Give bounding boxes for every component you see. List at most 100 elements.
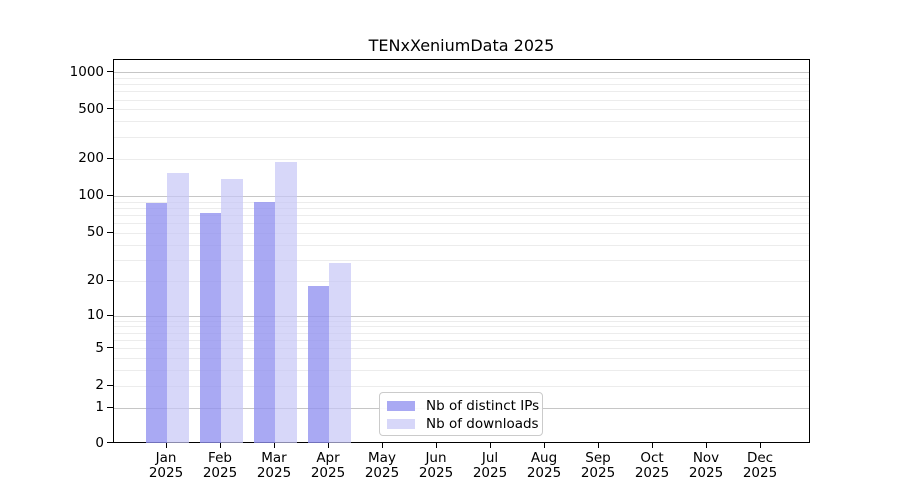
y-tick-label: 5 bbox=[95, 339, 104, 356]
x-tick-mark-icon bbox=[274, 443, 275, 448]
y-tick-label: 100 bbox=[78, 187, 104, 204]
gridline-minor bbox=[114, 340, 809, 341]
x-tick-label: Oct 2025 bbox=[622, 451, 682, 481]
x-tick-year: 2025 bbox=[688, 465, 724, 481]
bar-nb-of-downloads-mar bbox=[275, 161, 297, 443]
gridline-minor bbox=[114, 207, 809, 209]
x-tick-mark-icon bbox=[382, 443, 383, 448]
x-tick-year: 2025 bbox=[418, 465, 454, 481]
x-tick-label: Mar 2025 bbox=[244, 451, 304, 481]
x-tick-year: 2025 bbox=[148, 465, 184, 481]
gridline-minor bbox=[114, 259, 809, 261]
y-tick-mark-icon bbox=[107, 279, 113, 281]
x-tick-month: Feb bbox=[208, 450, 232, 466]
y-tick-label: 1 bbox=[95, 399, 104, 416]
x-tick-mark-icon bbox=[598, 443, 599, 448]
gridline-minor bbox=[114, 370, 809, 372]
x-tick-label: Apr 2025 bbox=[298, 451, 358, 481]
gridline-minor bbox=[114, 348, 809, 350]
gridline-minor bbox=[114, 77, 809, 79]
x-tick-label: Sep 2025 bbox=[568, 451, 628, 481]
x-tick-mark-icon bbox=[436, 443, 437, 448]
x-tick-month: Jul bbox=[481, 450, 499, 466]
x-tick-label: Jul 2025 bbox=[460, 451, 520, 481]
gridline-minor bbox=[114, 232, 809, 234]
y-tick-mark-icon bbox=[107, 406, 113, 408]
gridline-minor bbox=[114, 320, 809, 322]
x-tick-mark-icon bbox=[490, 443, 491, 448]
y-tick-label: 500 bbox=[78, 100, 104, 117]
y-tick-mark-icon bbox=[107, 231, 113, 233]
x-tick-label: May 2025 bbox=[352, 451, 412, 481]
x-tick-month: Apr bbox=[316, 450, 340, 466]
x-tick-month: Mar bbox=[261, 450, 287, 466]
bar-nb-of-distinct-ips-mar bbox=[253, 201, 275, 443]
x-tick-label: Aug 2025 bbox=[514, 451, 574, 481]
y-tick-label: 2 bbox=[95, 377, 104, 394]
x-tick-label: Nov 2025 bbox=[676, 451, 736, 481]
y-tick-mark-icon bbox=[107, 314, 113, 316]
y-tick-label: 50 bbox=[86, 224, 104, 241]
plot-area bbox=[113, 59, 810, 443]
gridline-minor bbox=[114, 244, 809, 246]
x-tick-year: 2025 bbox=[742, 465, 778, 481]
gridline-major bbox=[114, 72, 809, 73]
y-tick-mark-icon bbox=[107, 442, 113, 443]
x-tick-label: Dec 2025 bbox=[730, 451, 790, 481]
y-tick-label: 0 bbox=[95, 434, 104, 451]
y-tick-label: 20 bbox=[86, 272, 104, 289]
y-tick-mark-icon bbox=[107, 71, 113, 72]
gridline-minor bbox=[114, 358, 809, 360]
legend-item: Nb of distinct IPs bbox=[387, 397, 539, 415]
x-tick-mark-icon bbox=[652, 443, 653, 448]
gridline-major bbox=[114, 195, 809, 197]
x-tick-mark-icon bbox=[328, 443, 329, 448]
x-tick-month: Nov bbox=[692, 450, 720, 466]
y-tick-label: 10 bbox=[86, 307, 104, 324]
legend-label: Nb of distinct IPs bbox=[426, 398, 540, 414]
x-tick-month: Sep bbox=[585, 450, 611, 466]
x-tick-label: Feb 2025 bbox=[190, 451, 250, 481]
y-tick-mark-icon bbox=[107, 347, 113, 349]
legend-label: Nb of downloads bbox=[426, 416, 539, 432]
x-tick-mark-icon bbox=[760, 443, 761, 448]
y-tick-mark-icon bbox=[107, 157, 113, 159]
x-tick-year: 2025 bbox=[472, 465, 508, 481]
x-tick-month: May bbox=[368, 450, 396, 466]
x-tick-year: 2025 bbox=[634, 465, 670, 481]
gridline-minor bbox=[114, 158, 809, 160]
x-tick-month: Oct bbox=[640, 450, 664, 466]
legend: Nb of distinct IPs Nb of downloads bbox=[379, 392, 543, 436]
x-tick-year: 2025 bbox=[526, 465, 562, 481]
bar-nb-of-distinct-ips-feb bbox=[199, 212, 221, 443]
bar-nb-of-downloads-feb bbox=[221, 179, 243, 443]
x-tick-label: Jan 2025 bbox=[136, 451, 196, 481]
bar-nb-of-distinct-ips-jan bbox=[145, 202, 167, 443]
gridline-major bbox=[114, 315, 809, 317]
y-tick-mark-icon bbox=[107, 194, 113, 196]
x-tick-year: 2025 bbox=[364, 465, 400, 481]
gridline-minor bbox=[114, 214, 809, 216]
x-tick-month: Jan bbox=[155, 450, 177, 466]
y-tick-mark-icon bbox=[107, 384, 113, 386]
gridline-minor bbox=[114, 326, 809, 328]
gridline-minor bbox=[114, 223, 809, 225]
y-tick-label: 1000 bbox=[69, 63, 104, 80]
x-tick-year: 2025 bbox=[202, 465, 238, 481]
gridline-minor bbox=[114, 121, 809, 123]
bar-nb-of-downloads-jan bbox=[167, 172, 189, 443]
legend-swatch-downloads-icon bbox=[387, 419, 415, 429]
x-tick-label: Jun 2025 bbox=[406, 451, 466, 481]
gridline-minor bbox=[114, 136, 809, 138]
legend-swatch-distinct-ips-icon bbox=[387, 401, 415, 411]
x-tick-mark-icon bbox=[544, 443, 545, 448]
legend-item: Nb of downloads bbox=[387, 415, 539, 433]
gridline-minor bbox=[114, 332, 809, 334]
chart-title: TENxXeniumData 2025 bbox=[368, 36, 555, 55]
x-tick-month: Jun bbox=[425, 450, 447, 466]
x-tick-mark-icon bbox=[166, 443, 167, 448]
x-tick-mark-icon bbox=[706, 443, 707, 448]
gridline-minor bbox=[114, 109, 809, 111]
bar-nb-of-downloads-apr bbox=[329, 263, 351, 443]
gridline-minor bbox=[114, 201, 809, 203]
